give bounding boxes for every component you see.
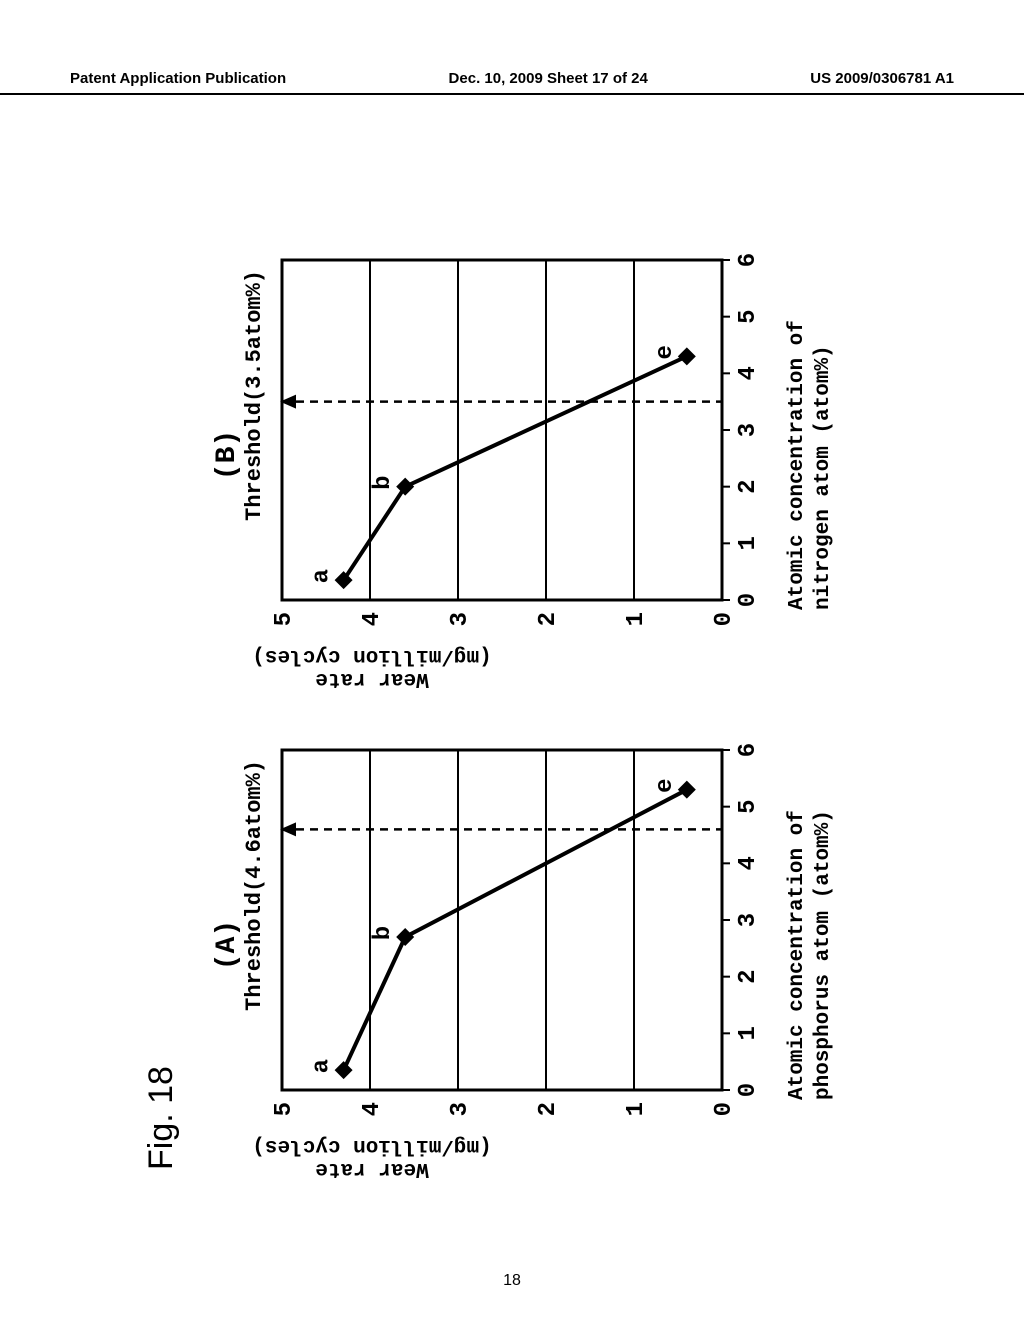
- svg-text:5: 5: [735, 799, 762, 813]
- svg-text:3: 3: [447, 612, 474, 626]
- page-number: 18: [503, 1272, 521, 1290]
- svg-text:b: b: [370, 475, 397, 489]
- svg-text:2: 2: [535, 1102, 562, 1116]
- panel-b-xlabel-line2: nitrogen atom (atom%): [812, 345, 835, 610]
- svg-text:b: b: [370, 926, 397, 940]
- panel-a-label: (A): [212, 920, 243, 970]
- svg-text:6: 6: [735, 743, 762, 757]
- panel-a: (A) Threshold(4.6atom%) 0123450123456abe…: [272, 730, 832, 1160]
- svg-text:a: a: [309, 569, 336, 583]
- panel-b: (B) Threshold(3.5atom%) 0123450123456abe…: [272, 240, 832, 670]
- svg-text:4: 4: [359, 612, 386, 626]
- svg-text:2: 2: [535, 612, 562, 626]
- header-right: US 2009/0306781 A1: [810, 70, 954, 87]
- header-center: Dec. 10, 2009 Sheet 17 of 24: [286, 70, 810, 87]
- panel-a-chart: 0 1 2 3 4 5 0 1 2 3 4 5 6 a b e: [272, 730, 832, 1160]
- svg-text:0: 0: [711, 612, 738, 626]
- svg-text:0: 0: [735, 593, 762, 607]
- panel-b-ylabel-line1: Wear rate: [315, 667, 428, 690]
- svg-text:e: e: [652, 778, 679, 792]
- panel-a-ylabel-line1: Wear rate: [315, 1157, 428, 1180]
- svg-text:1: 1: [735, 1026, 762, 1040]
- svg-text:e: e: [652, 345, 679, 359]
- figure-rotated-container: Fig. 18 (A) Threshold(4.6atom%) 01234501…: [0, 318, 1024, 1102]
- svg-text:1: 1: [623, 1102, 650, 1116]
- svg-text:a: a: [309, 1059, 336, 1073]
- svg-text:4: 4: [735, 856, 762, 870]
- panel-a-xlabel-line2: phosphorus atom (atom%): [812, 810, 835, 1100]
- svg-text:4: 4: [359, 1102, 386, 1116]
- panel-a-ylabel: Wear rate (mg/million cycles): [222, 1134, 522, 1180]
- figure-label: Fig. 18: [142, 1066, 181, 1170]
- header-left: Patent Application Publication: [70, 70, 286, 87]
- panel-a-ylabel-line2: (mg/million cycles): [252, 1134, 491, 1157]
- panel-b-xlabel-line1: Atomic concentration of: [786, 320, 809, 610]
- svg-text:0: 0: [735, 1083, 762, 1097]
- panel-a-xlabel: Atomic concentration of phosphorus atom …: [785, 730, 838, 1100]
- panel-a-xlabel-line1: Atomic concentration of: [786, 810, 809, 1100]
- svg-text:5: 5: [272, 612, 298, 626]
- panel-b-ylabel-line2: (mg/million cycles): [252, 644, 491, 667]
- panel-b-ylabel: Wear rate (mg/million cycles): [222, 644, 522, 690]
- page-header: Patent Application Publication Dec. 10, …: [0, 70, 1024, 95]
- svg-text:3: 3: [447, 1102, 474, 1116]
- svg-text:0: 0: [711, 1102, 738, 1116]
- svg-text:5: 5: [272, 1102, 298, 1116]
- svg-text:2: 2: [735, 969, 762, 983]
- panel-a-threshold-label: Threshold(4.6atom%): [242, 760, 267, 1011]
- svg-text:1: 1: [623, 612, 650, 626]
- svg-text:1: 1: [735, 536, 762, 550]
- figure-inner: Fig. 18 (A) Threshold(4.6atom%) 0 1 2 3 4 5 0 1…: [132, 230, 892, 1190]
- panel-b-chart: 0 1 2 3 4 5 0 1 2 3 4 5 6 a b e: [272, 240, 832, 670]
- svg-text:3: 3: [735, 913, 762, 927]
- panel-b-label: (B): [212, 430, 243, 480]
- svg-text:2: 2: [735, 479, 762, 493]
- svg-text:4: 4: [735, 366, 762, 380]
- svg-text:3: 3: [735, 423, 762, 437]
- panel-b-xlabel: Atomic concentration of nitrogen atom (a…: [785, 240, 838, 610]
- panel-b-threshold-label: Threshold(3.5atom%): [242, 270, 267, 521]
- svg-text:6: 6: [735, 253, 762, 267]
- svg-text:5: 5: [735, 309, 762, 323]
